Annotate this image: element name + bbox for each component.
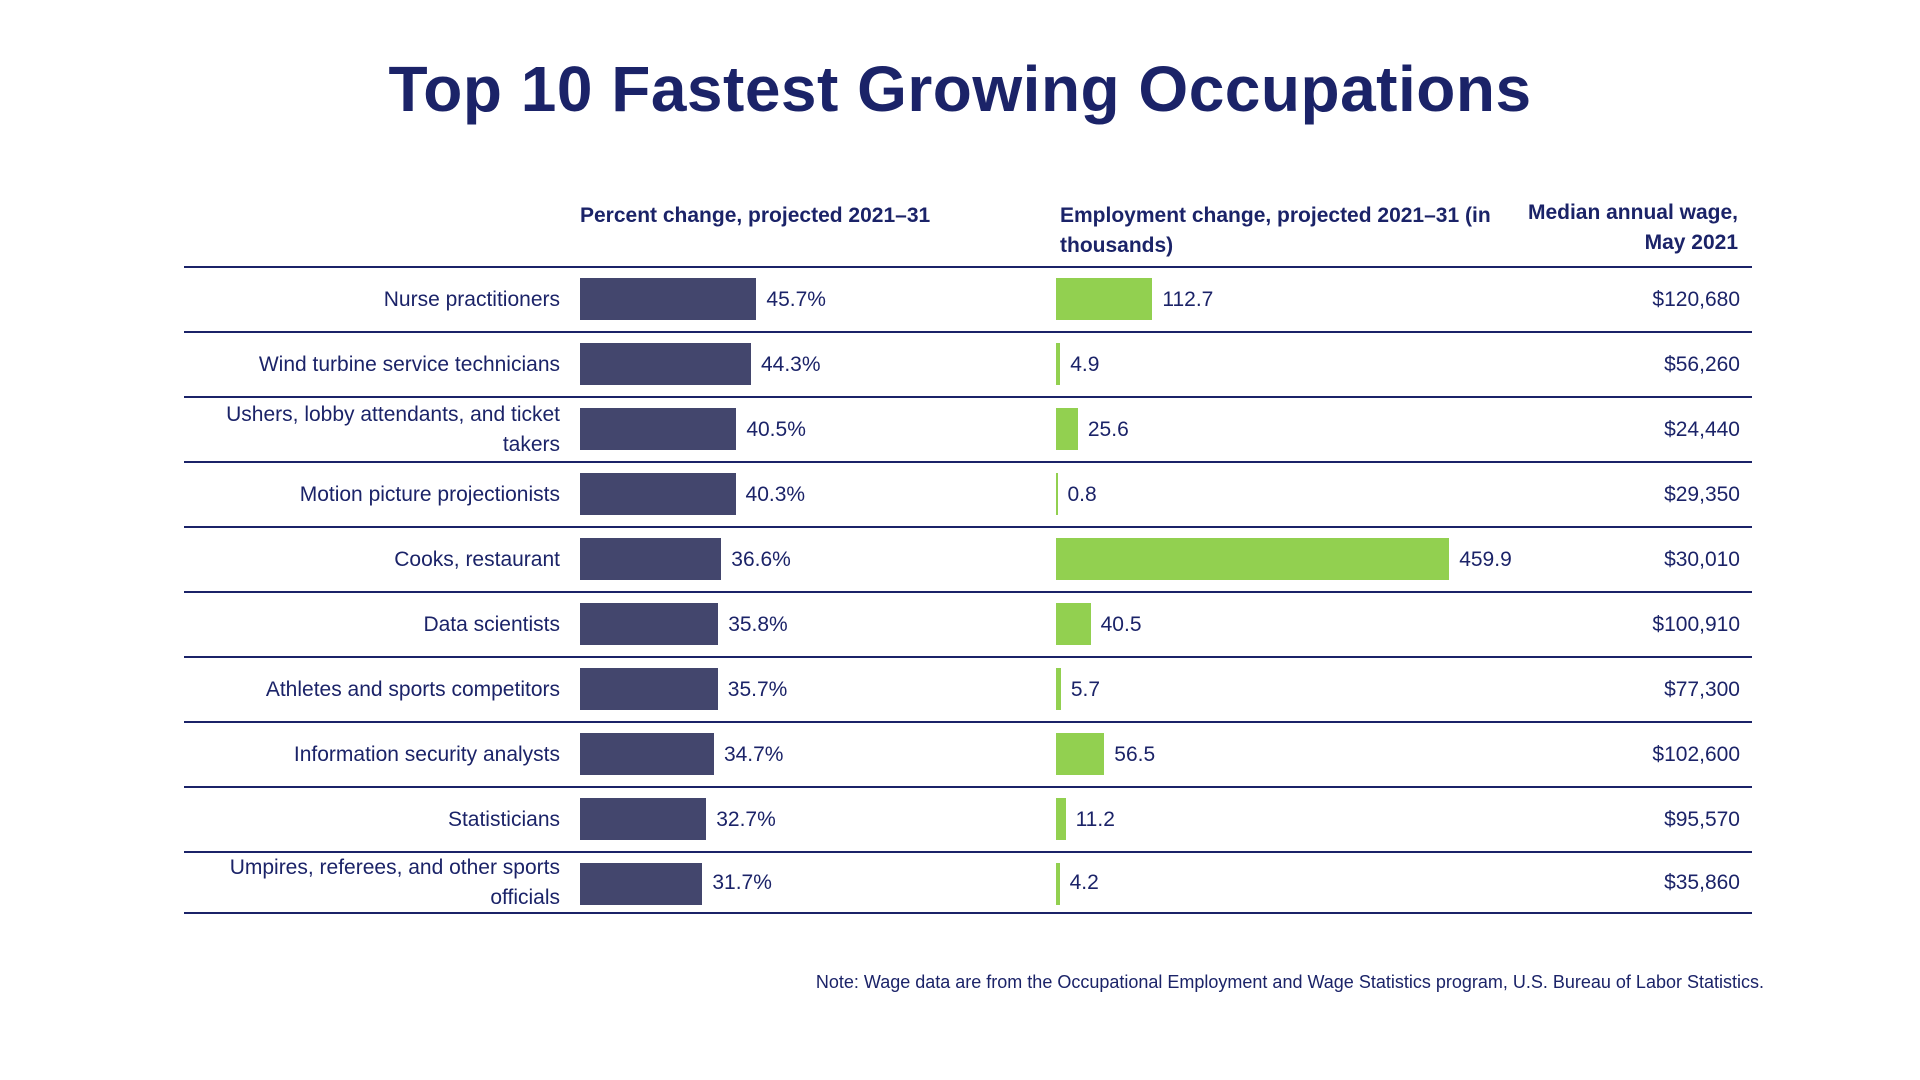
- table-row: Nurse practitioners 45.7% 112.7 $120,680: [184, 266, 1752, 331]
- occupation-label: Umpires, referees, and other sports offi…: [229, 855, 560, 909]
- occupation-label: Ushers, lobby attendants, and ticket tak…: [226, 402, 560, 456]
- percent-change-label: 35.8%: [728, 613, 788, 636]
- median-wage-value: $77,300: [1664, 678, 1740, 701]
- employment-change-bar: [1056, 863, 1060, 905]
- employment-change-bar: [1056, 278, 1153, 320]
- employment-change-label: 56.5: [1114, 743, 1156, 766]
- footnote: Note: Wage data are from the Occupationa…: [815, 972, 1764, 992]
- employment-change-label: 0.8: [1067, 483, 1097, 506]
- percent-change-label: 31.7%: [712, 871, 772, 894]
- table-row: Data scientists 35.8% 40.5 $100,910: [184, 591, 1752, 656]
- occupation-label: Nurse practitioners: [383, 287, 560, 311]
- percent-change-bar: [580, 408, 737, 450]
- median-wage-value: $29,350: [1664, 483, 1740, 506]
- table-row: Information security analysts 34.7% 56.5 $1…: [184, 721, 1752, 786]
- median-wage-header: Median annual wage, May 2021: [1527, 201, 1738, 254]
- percent-change-label: 35.7%: [727, 678, 788, 701]
- table-row: Umpires, referees, and other sports offi…: [184, 851, 1752, 914]
- employment-change-bar: [1056, 798, 1066, 840]
- percent-change-bar: [580, 798, 707, 840]
- occupation-label: Information security analysts: [293, 742, 560, 766]
- table-row: Athletes and sports competitors 35.7% 5.7 $…: [184, 656, 1752, 721]
- percent-change-bar: [580, 863, 703, 905]
- employment-change-bar: [1056, 603, 1091, 645]
- table-row: Ushers, lobby attendants, and ticket tak…: [184, 396, 1752, 461]
- median-wage-value: $35,860: [1664, 871, 1740, 894]
- employment-change-header: Employment change, projected 2021–31 (in…: [1060, 204, 1491, 257]
- occupation-label: Statisticians: [447, 807, 560, 831]
- employment-change-label: 5.7: [1070, 678, 1101, 701]
- percent-change-bar: [580, 473, 736, 515]
- employment-change-bar: [1056, 668, 1061, 710]
- employment-change-label: 40.5: [1100, 613, 1142, 636]
- percent-change-bar: [580, 343, 751, 385]
- percent-change-bar: [580, 668, 718, 710]
- percent-change-bar: [580, 538, 722, 580]
- percent-change-label: 44.3%: [760, 353, 821, 376]
- percent-change-bar: [580, 733, 714, 775]
- median-wage-value: $102,600: [1652, 743, 1740, 766]
- table-row: Motion picture projectionists 40.3% 0.8 $29…: [184, 461, 1752, 526]
- employment-change-label: 4.9: [1070, 353, 1100, 376]
- percent-change-bar: [580, 603, 719, 645]
- employment-change-bar: [1056, 473, 1058, 515]
- median-wage-value: $95,570: [1664, 808, 1740, 831]
- percent-change-label: 34.7%: [723, 743, 784, 766]
- employment-change-bar: [1056, 343, 1061, 385]
- employment-change-label: 11.2: [1075, 808, 1115, 831]
- chart-title: Top 10 Fastest Growing Occupations: [388, 53, 1532, 125]
- occupation-label: Motion picture projectionists: [299, 482, 560, 506]
- percent-change-label: 45.7%: [766, 288, 826, 311]
- median-wage-value: $56,260: [1664, 353, 1740, 376]
- employment-change-bar: [1056, 408, 1078, 450]
- table-row: Wind turbine service technicians 44.3% 4.9…: [184, 331, 1752, 396]
- employment-change-label: 459.9: [1459, 548, 1512, 571]
- median-wage-value: $100,910: [1652, 613, 1740, 636]
- occupation-label: Wind turbine service technicians: [258, 352, 560, 376]
- occupation-label: Athletes and sports competitors: [265, 677, 560, 701]
- percent-change-label: 36.6%: [731, 548, 791, 571]
- employment-change-bar: [1056, 733, 1105, 775]
- percent-change-header: Percent change, projected 2021–31: [580, 204, 931, 227]
- median-wage-value: $30,010: [1664, 548, 1740, 571]
- median-wage-value: $24,440: [1664, 418, 1740, 441]
- median-wage-value: $120,680: [1652, 288, 1740, 311]
- occupation-label: Cooks, restaurant: [394, 547, 560, 571]
- occupation-table: Nurse practitioners 45.7% 112.7 $120,680 Win…: [184, 266, 1752, 914]
- percent-change-label: 40.5%: [746, 418, 806, 441]
- occupation-label: Data scientists: [423, 612, 560, 636]
- employment-change-bar: [1056, 538, 1450, 580]
- percent-change-label: 32.7%: [716, 808, 776, 831]
- percent-change-bar: [580, 278, 757, 320]
- employment-change-label: 112.7: [1162, 288, 1214, 311]
- table-row: Cooks, restaurant 36.6% 459.9 $30,010: [184, 526, 1752, 591]
- employment-change-label: 25.6: [1087, 418, 1129, 441]
- percent-change-label: 40.3%: [745, 483, 806, 506]
- employment-change-label: 4.2: [1069, 871, 1099, 894]
- table-row: Statisticians 32.7% 11.2 $95,570: [184, 786, 1752, 851]
